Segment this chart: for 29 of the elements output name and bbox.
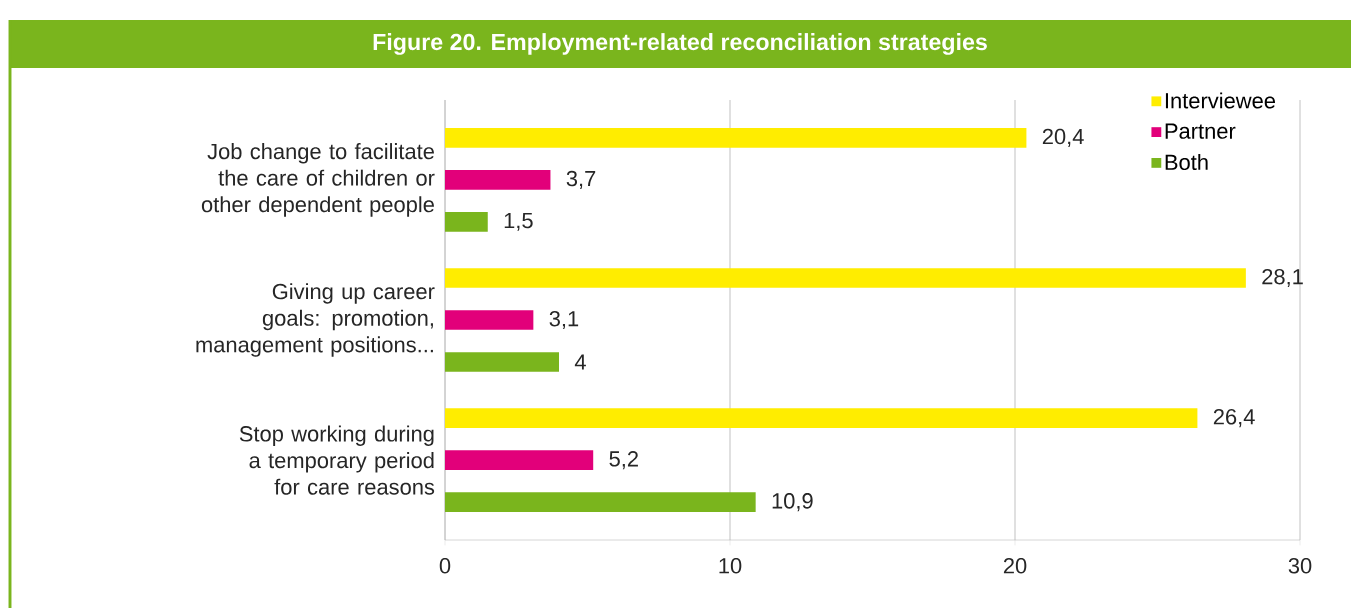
x-tick-label: 10 bbox=[719, 558, 742, 574]
chart-title: Figure 20. Employment-related reconciliation strategies bbox=[373, 33, 987, 55]
bar bbox=[445, 352, 559, 372]
x-tick-label: 0 bbox=[439, 558, 451, 574]
data-label: 28,1 bbox=[1262, 268, 1303, 288]
y-tick-label: Giving up career goals: promotion, management positions... bbox=[196, 283, 435, 357]
data-label: 5,2 bbox=[609, 451, 638, 470]
bar bbox=[445, 268, 1246, 288]
data-label: 26,4 bbox=[1213, 409, 1255, 428]
y-tick-label: Job change to facilitate the care of children or other dependent people bbox=[201, 143, 435, 217]
y-tick-label: Stop working during a temporary period for care reasons bbox=[239, 425, 435, 495]
bar bbox=[445, 408, 1198, 428]
legend-label: Partner bbox=[1165, 123, 1236, 139]
bar bbox=[445, 170, 551, 190]
x-tick-label: 20 bbox=[1003, 558, 1027, 574]
bar bbox=[445, 310, 534, 330]
data-label: 20,4 bbox=[1042, 128, 1084, 147]
bar bbox=[445, 128, 1027, 148]
bar bbox=[445, 492, 756, 512]
data-label: 3,7 bbox=[566, 170, 596, 189]
data-label: 4 bbox=[574, 354, 586, 370]
legend-label: Interviewee bbox=[1165, 92, 1275, 109]
legend-label: Both bbox=[1165, 153, 1208, 171]
bar bbox=[445, 450, 594, 470]
x-tick-label: 30 bbox=[1288, 558, 1312, 574]
data-label: 3,1 bbox=[549, 310, 579, 330]
bar bbox=[445, 212, 488, 232]
data-label: 1,5 bbox=[504, 212, 533, 231]
data-label: 10,9 bbox=[772, 493, 813, 512]
